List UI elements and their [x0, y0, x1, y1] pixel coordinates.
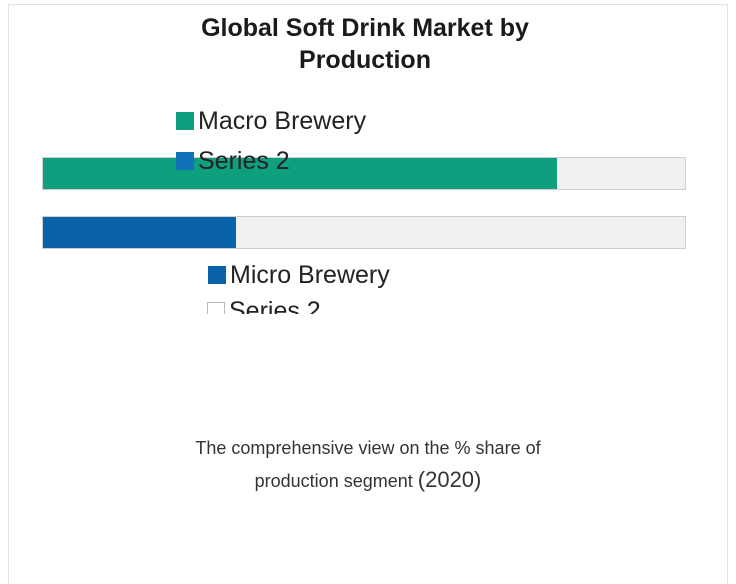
- legend-clip: Series 2: [180, 296, 480, 314]
- legend-swatch-macro: [176, 112, 194, 130]
- bar-track-macro: [42, 157, 686, 190]
- caption-line-2: production segment (2020): [0, 465, 736, 496]
- bar-macro: [43, 158, 557, 189]
- legend-swatch-micro: [208, 266, 226, 284]
- chart-frame: [8, 4, 728, 584]
- legend-item-series2: Series 2: [176, 146, 290, 176]
- legend-item-micro: Micro Brewery: [208, 260, 390, 290]
- chart-title: Global Soft Drink Market by Production: [201, 14, 529, 74]
- bar-micro: [43, 217, 236, 248]
- caption-year: (2020): [417, 467, 482, 492]
- legend-item-macro: Macro Brewery: [176, 106, 366, 136]
- legend-swatch-series2-clipped: [207, 302, 225, 314]
- legend-swatch-series2: [176, 152, 194, 170]
- legend-item-series2-clipped: Series 2: [207, 296, 321, 314]
- caption-text: production segment: [254, 471, 413, 491]
- legend-label-micro: Micro Brewery: [230, 261, 390, 289]
- legend-label-series2-clipped: Series 2: [229, 297, 321, 314]
- caption-line-1: The comprehensive view on the % share of: [195, 438, 541, 458]
- legend-label-macro: Macro Brewery: [198, 107, 367, 135]
- bar-track-micro: [42, 216, 686, 249]
- legend-label-series2: Series 2: [198, 147, 290, 175]
